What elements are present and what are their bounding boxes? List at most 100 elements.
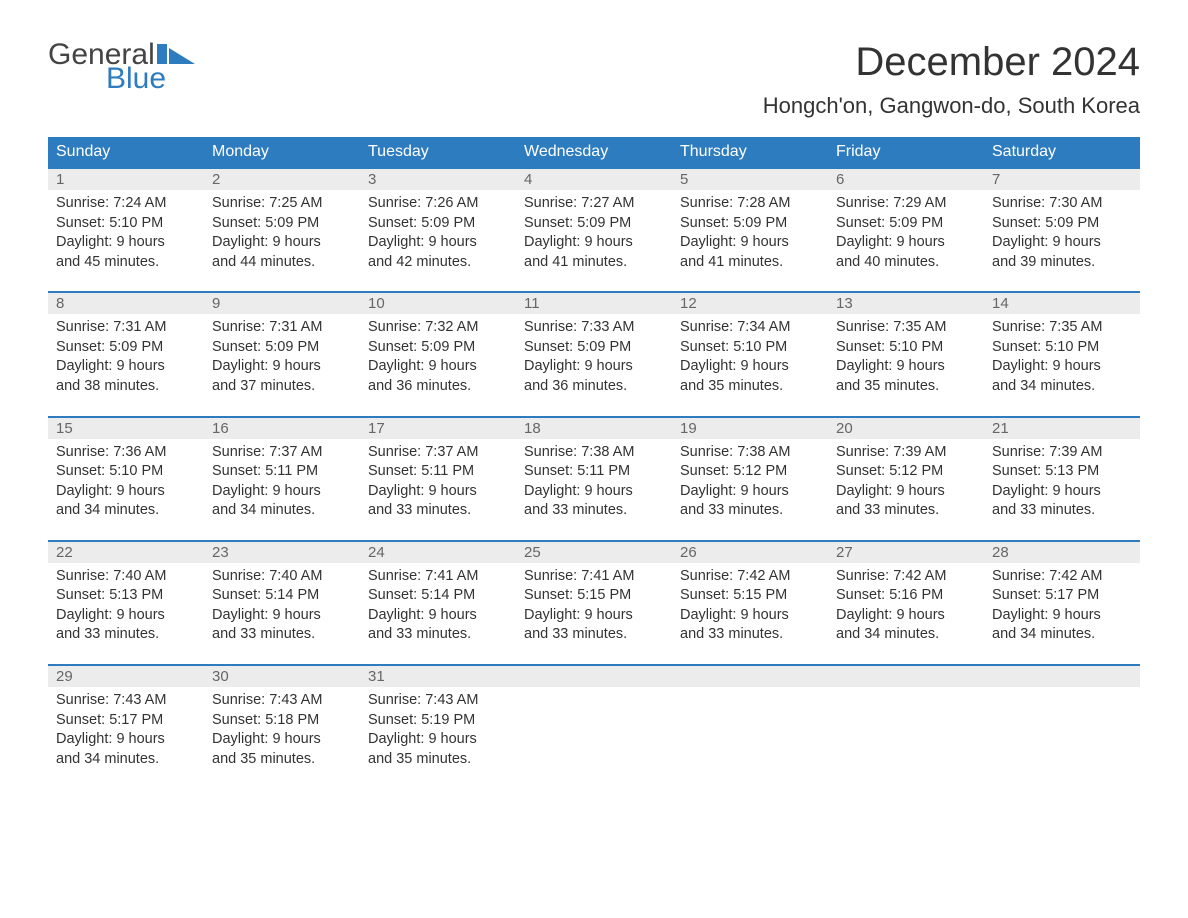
date-content: Sunrise: 7:26 AMSunset: 5:09 PMDaylight:… bbox=[360, 190, 516, 278]
day-header: Thursday bbox=[672, 137, 828, 168]
date-number: 8 bbox=[48, 292, 204, 314]
date-content-row: Sunrise: 7:31 AM Sunset: 5:09 PM Daylight:… bbox=[48, 314, 1140, 402]
sunrise: Sunrise: 7:42 AM bbox=[680, 567, 820, 587]
date-content: Sunrise: 7:41 AMSunset: 5:14 PMDaylight:… bbox=[360, 563, 516, 651]
date-content bbox=[516, 687, 672, 775]
sunset: Sunset: 5:13 PM bbox=[56, 586, 196, 606]
date-content: Sunrise: 7:43 AMSunset: 5:18 PMDaylight:… bbox=[204, 687, 360, 775]
daylight-line2: and 33 minutes. bbox=[680, 501, 820, 521]
daylight-line2: and 42 minutes. bbox=[368, 253, 508, 273]
date-number: 7 bbox=[984, 168, 1140, 190]
daylight-line2: and 34 minutes. bbox=[56, 501, 196, 521]
sunrise: Sunrise: 7:35 AM bbox=[992, 318, 1132, 338]
sunset: Sunset: 5:15 PM bbox=[524, 586, 664, 606]
sunset: Sunset: 5:19 PM bbox=[368, 711, 508, 731]
daylight-line2: and 36 minutes. bbox=[368, 377, 508, 397]
date-number: 24 bbox=[360, 541, 516, 563]
date-content: Sunrise: 7:32 AMSunset: 5:09 PMDaylight:… bbox=[360, 314, 516, 402]
sunset: Sunset: 5:14 PM bbox=[368, 586, 508, 606]
date-content: Sunrise: 7:34 AMSunset: 5:10 PMDaylight:… bbox=[672, 314, 828, 402]
date-number bbox=[672, 665, 828, 687]
daylight-line2: and 33 minutes. bbox=[836, 501, 976, 521]
date-number: 9 bbox=[204, 292, 360, 314]
daylight-line1: Daylight: 9 hours bbox=[212, 482, 352, 502]
date-content: Sunrise: 7:33 AMSunset: 5:09 PMDaylight:… bbox=[516, 314, 672, 402]
daylight-line2: and 39 minutes. bbox=[992, 253, 1132, 273]
sunset: Sunset: 5:11 PM bbox=[212, 462, 352, 482]
title-block: December 2024 Hongch'on, Gangwon-do, Sou… bbox=[763, 40, 1140, 119]
sunrise: Sunrise: 7:42 AM bbox=[836, 567, 976, 587]
sunrise: Sunrise: 7:29 AM bbox=[836, 194, 976, 214]
sunset: Sunset: 5:09 PM bbox=[368, 214, 508, 234]
sunrise: Sunrise: 7:43 AM bbox=[56, 691, 196, 711]
daylight-line1: Daylight: 9 hours bbox=[680, 233, 820, 253]
sunset: Sunset: 5:09 PM bbox=[524, 214, 664, 234]
sunset: Sunset: 5:09 PM bbox=[212, 338, 352, 358]
date-number bbox=[828, 665, 984, 687]
sunrise: Sunrise: 7:39 AM bbox=[836, 443, 976, 463]
date-number: 20 bbox=[828, 417, 984, 439]
date-number: 5 bbox=[672, 168, 828, 190]
daylight-line1: Daylight: 9 hours bbox=[56, 233, 196, 253]
date-number: 6 bbox=[828, 168, 984, 190]
sunset: Sunset: 5:09 PM bbox=[368, 338, 508, 358]
date-number bbox=[984, 665, 1140, 687]
date-content: Sunrise: 7:37 AMSunset: 5:11 PMDaylight:… bbox=[360, 439, 516, 527]
date-content: Sunrise: 7:42 AMSunset: 5:15 PMDaylight:… bbox=[672, 563, 828, 651]
logo: General Blue bbox=[48, 40, 195, 94]
date-number: 21 bbox=[984, 417, 1140, 439]
date-content: Sunrise: 7:31 AMSunset: 5:09 PMDaylight:… bbox=[48, 314, 204, 402]
sunrise: Sunrise: 7:31 AM bbox=[56, 318, 196, 338]
sunset: Sunset: 5:09 PM bbox=[992, 214, 1132, 234]
sunset: Sunset: 5:17 PM bbox=[56, 711, 196, 731]
daylight-line1: Daylight: 9 hours bbox=[56, 482, 196, 502]
daylight-line1: Daylight: 9 hours bbox=[368, 482, 508, 502]
sunrise: Sunrise: 7:26 AM bbox=[368, 194, 508, 214]
daylight-line1: Daylight: 9 hours bbox=[56, 606, 196, 626]
daylight-line2: and 34 minutes. bbox=[992, 625, 1132, 645]
date-number: 2 bbox=[204, 168, 360, 190]
sunset: Sunset: 5:09 PM bbox=[212, 214, 352, 234]
sunrise: Sunrise: 7:30 AM bbox=[992, 194, 1132, 214]
daylight-line1: Daylight: 9 hours bbox=[368, 730, 508, 750]
sunrise: Sunrise: 7:34 AM bbox=[680, 318, 820, 338]
date-number: 18 bbox=[516, 417, 672, 439]
daylight-line2: and 41 minutes. bbox=[524, 253, 664, 273]
daylight-line1: Daylight: 9 hours bbox=[524, 233, 664, 253]
daylight-line1: Daylight: 9 hours bbox=[56, 357, 196, 377]
date-content: Sunrise: 7:38 AMSunset: 5:12 PMDaylight:… bbox=[672, 439, 828, 527]
sunrise: Sunrise: 7:41 AM bbox=[368, 567, 508, 587]
daylight-line2: and 36 minutes. bbox=[524, 377, 664, 397]
sunset: Sunset: 5:14 PM bbox=[212, 586, 352, 606]
daylight-line2: and 35 minutes. bbox=[212, 750, 352, 770]
daylight-line2: and 41 minutes. bbox=[680, 253, 820, 273]
day-header: Tuesday bbox=[360, 137, 516, 168]
daylight-line1: Daylight: 9 hours bbox=[992, 606, 1132, 626]
date-content: Sunrise: 7:43 AMSunset: 5:17 PMDaylight:… bbox=[48, 687, 204, 775]
daylight-line2: and 33 minutes. bbox=[368, 625, 508, 645]
sunrise: Sunrise: 7:38 AM bbox=[680, 443, 820, 463]
daylight-line1: Daylight: 9 hours bbox=[212, 730, 352, 750]
month-title: December 2024 bbox=[763, 40, 1140, 85]
sunset: Sunset: 5:09 PM bbox=[836, 214, 976, 234]
date-number: 27 bbox=[828, 541, 984, 563]
date-content: Sunrise: 7:42 AMSunset: 5:17 PMDaylight:… bbox=[984, 563, 1140, 651]
date-number-row: 891011121314 bbox=[48, 292, 1140, 314]
daylight-line2: and 35 minutes. bbox=[836, 377, 976, 397]
date-number: 22 bbox=[48, 541, 204, 563]
daylight-line1: Daylight: 9 hours bbox=[680, 606, 820, 626]
sunset: Sunset: 5:16 PM bbox=[836, 586, 976, 606]
daylight-line1: Daylight: 9 hours bbox=[836, 482, 976, 502]
daylight-line2: and 40 minutes. bbox=[836, 253, 976, 273]
date-content bbox=[828, 687, 984, 775]
sunset: Sunset: 5:12 PM bbox=[680, 462, 820, 482]
date-number: 23 bbox=[204, 541, 360, 563]
daylight-line1: Daylight: 9 hours bbox=[836, 606, 976, 626]
sunrise: Sunrise: 7:39 AM bbox=[992, 443, 1132, 463]
date-number: 31 bbox=[360, 665, 516, 687]
day-header: Friday bbox=[828, 137, 984, 168]
sunset: Sunset: 5:13 PM bbox=[992, 462, 1132, 482]
date-content: Sunrise: 7:31 AMSunset: 5:09 PMDaylight:… bbox=[204, 314, 360, 402]
date-number: 11 bbox=[516, 292, 672, 314]
sunrise: Sunrise: 7:42 AM bbox=[992, 567, 1132, 587]
